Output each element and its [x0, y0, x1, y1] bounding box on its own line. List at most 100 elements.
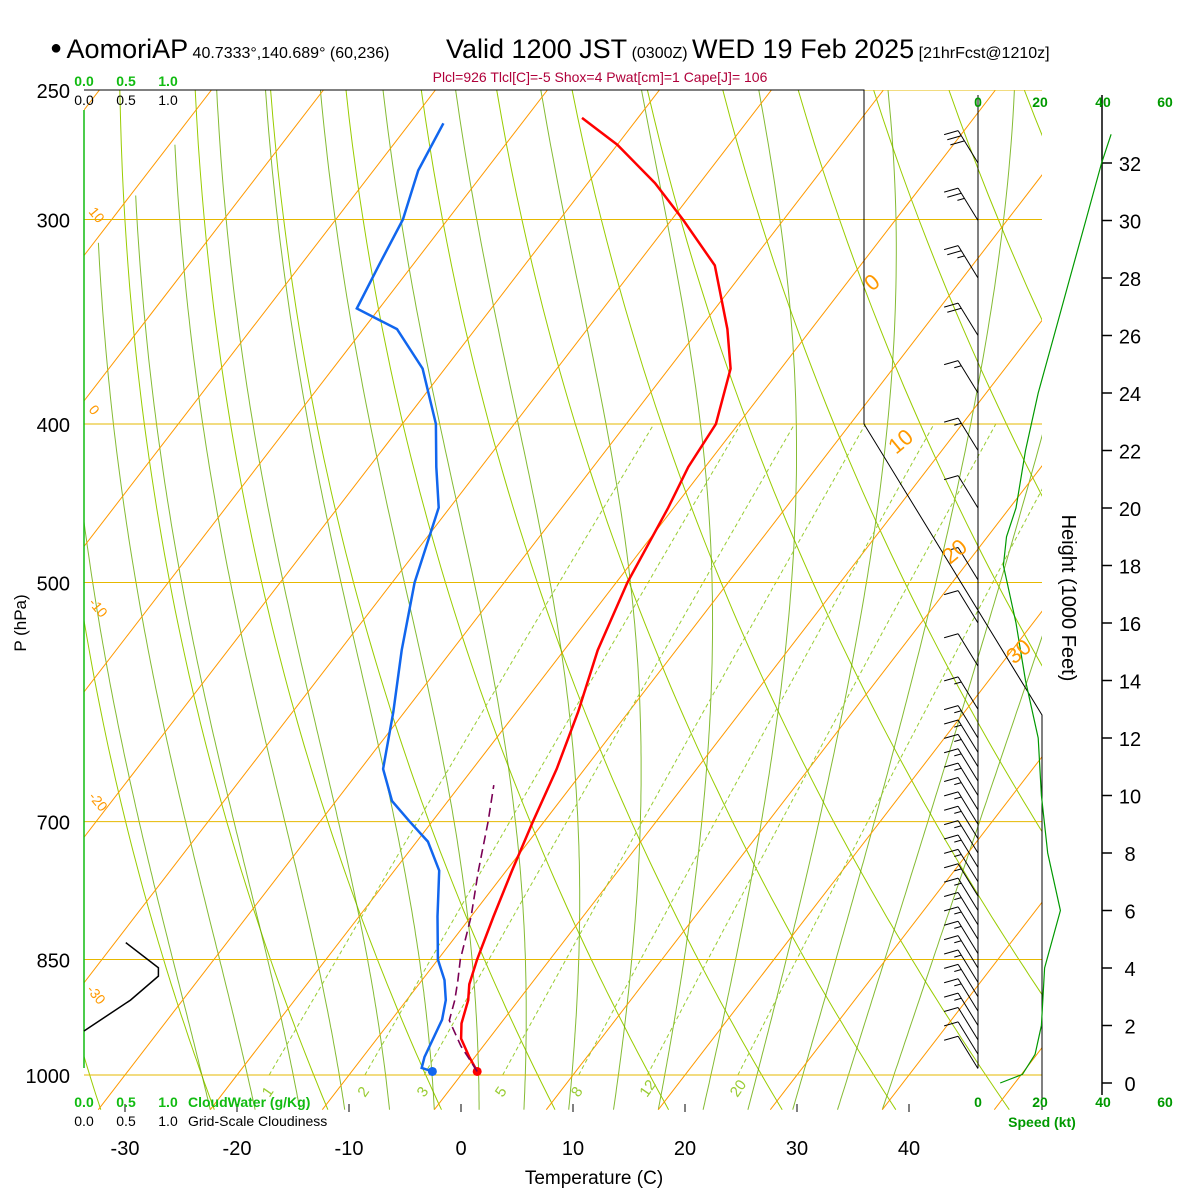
skew-label: -10: [86, 595, 111, 621]
wind-barb: [957, 877, 979, 911]
wind-barb: [957, 777, 979, 811]
mixing-ratio-line: [646, 423, 997, 1076]
wind-barb-flag: [954, 710, 962, 714]
wind-barb-flag: [944, 820, 959, 826]
wind-barb-flag: [944, 302, 959, 308]
wind-barb: [957, 805, 979, 839]
speed-tick-bottom: 0: [974, 1094, 982, 1110]
dry-adiabat-line: [420, 90, 783, 1110]
moist-adiabat-line: [319, 90, 480, 1110]
temperature-surface-point: [472, 1066, 482, 1076]
isotherm-label: 0: [859, 269, 884, 296]
diagnostics-line: Plcl=926 Tlcl[C]=-5 Shox=4 Pwat[cm]=1 Ca…: [432, 69, 768, 85]
wind-barb: [957, 1021, 979, 1055]
isotherm-line: [84, 90, 660, 839]
height-tick-label: 4: [1124, 959, 1135, 981]
dry-adiabat-line: [119, 90, 329, 1110]
isotherm-line: [1106, 90, 1200, 1110]
wind-barb-flag: [954, 825, 962, 829]
dry-adiabat-line: [646, 90, 1042, 996]
wind-barb-flag: [957, 197, 965, 201]
moist-adiabat-line: [540, 90, 642, 1110]
dry-adiabat-line: [873, 90, 1042, 497]
pressure-tick-label: 700: [37, 813, 70, 835]
wind-barb-flag: [944, 130, 959, 136]
height-tick-label: 20: [1119, 499, 1141, 521]
skew-label: -20: [86, 789, 111, 815]
isotherm-line: [769, 755, 1042, 1110]
wind-barb: [957, 719, 979, 753]
cloudwater-scale-bottom: 0.0: [74, 1094, 94, 1110]
wind-barb-flag: [954, 882, 962, 886]
dry-adiabat-line: [270, 90, 556, 1110]
wind-barb-flag: [954, 767, 962, 771]
speed-tick-top: 20: [1032, 94, 1048, 110]
pressure-tick-label: 250: [37, 81, 70, 103]
skew-label: 0: [86, 402, 103, 418]
moist-adiabat-line: [837, 434, 1042, 1110]
station-coords: 40.7333°,140.689° (60,236): [192, 45, 390, 62]
mixing-ratio-label: 5: [492, 1084, 511, 1101]
dry-adiabat-line: [797, 90, 1042, 667]
wind-barb-flag: [954, 724, 962, 728]
wind-barb-flag: [944, 762, 959, 768]
dewpoint-line: [355, 122, 448, 1073]
moist-adiabat-line: [265, 90, 435, 1110]
cloudwater-scale-bottom: 0.5: [116, 1094, 136, 1110]
isotherm-line: [545, 465, 1042, 1110]
height-tick-label: 22: [1119, 442, 1141, 464]
wind-barb-flag: [954, 853, 962, 857]
wind-barb-flag: [944, 949, 959, 955]
height-tick-label: 6: [1124, 902, 1135, 924]
isotherm-line: [321, 174, 1042, 1110]
wind-barb-flag: [944, 475, 959, 481]
height-tick-label: 0: [1124, 1074, 1135, 1096]
height-tick-label: 32: [1119, 154, 1141, 176]
axes: 1 2 3 5 8 12 200102030100-10-20-30250300400500…: [11, 73, 1036, 1189]
utc-time: (0300Z): [631, 45, 688, 62]
wind-barb-flag: [944, 863, 959, 869]
wind-barb-flag: [944, 834, 959, 840]
wind-barb: [957, 547, 979, 581]
wind-barb-flag: [954, 868, 962, 872]
valid-date: WED 19 Feb 2025: [692, 34, 915, 64]
wind-barb: [957, 1007, 979, 1041]
cloudiness-scale-top: 0.0: [74, 92, 94, 108]
temperature-tick-label: 40: [898, 1138, 920, 1160]
wind-barb-flag: [954, 897, 962, 901]
wind-barb-flag: [944, 935, 959, 941]
moist-adiabat-line: [747, 90, 897, 1110]
station-marker-icon: ●: [50, 37, 63, 59]
wind-barb-flag: [944, 906, 959, 912]
mixing-ratio-line: [737, 488, 1042, 1076]
wind-barb: [957, 130, 979, 164]
wind-barb-flag: [951, 546, 959, 550]
dry-adiabat-line: [1175, 90, 1200, 1110]
height-tick-label: 14: [1119, 672, 1141, 694]
dewpoint-surface-point: [427, 1066, 437, 1076]
forecast-info: [21hrFcst@1210z]: [918, 45, 1050, 62]
wind-barb: [957, 791, 979, 825]
cloudiness-label: Grid-Scale Cloudiness: [188, 1113, 327, 1129]
wind-barb-flag: [944, 776, 959, 782]
wind-barb-flag: [944, 848, 959, 854]
wind-barb-flag: [944, 805, 959, 811]
wind-barb-flag: [954, 738, 962, 742]
isotherm-line: [433, 319, 1042, 1110]
wind-barb-flag: [944, 978, 959, 984]
wind-barb-flag: [944, 360, 959, 366]
mixing-ratio-line: [268, 423, 655, 1076]
mixing-ratio-label: 20: [727, 1077, 750, 1100]
height-tick-label: 30: [1119, 212, 1141, 234]
wind-barb-flag: [944, 719, 959, 725]
dry-adiabat-line: [1100, 90, 1200, 1110]
wind-barb: [957, 920, 979, 954]
mixing-ratio-line: [423, 423, 796, 1076]
wind-barb-flag: [944, 748, 959, 754]
speed-axis-label: Speed (kt): [1008, 1114, 1076, 1130]
cloudwater-scale-top: 0.0: [74, 73, 94, 89]
isotherm-line: [881, 901, 1042, 1110]
wind-barb-flag: [954, 753, 962, 757]
cloudiness-scale-top: 0.5: [116, 92, 136, 108]
